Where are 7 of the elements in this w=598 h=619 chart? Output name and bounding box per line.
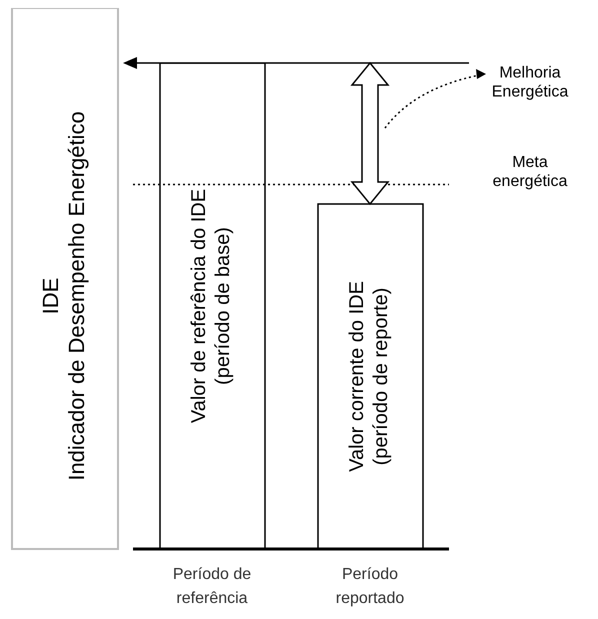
ref-line-label: Meta energética [492, 154, 568, 190]
text: Melhoria Energética [492, 64, 568, 101]
y-axis-title: IDE Indicador de Desempenho Energético [38, 111, 90, 481]
x-tick-label: Período reportado [336, 566, 404, 607]
annotation: Valor de referência do IDE (período de base) [188, 188, 234, 424]
x-tick-label: Período de referência [172, 566, 252, 607]
annotation: Valor corrente do IDE (período de reporte) [346, 281, 392, 472]
